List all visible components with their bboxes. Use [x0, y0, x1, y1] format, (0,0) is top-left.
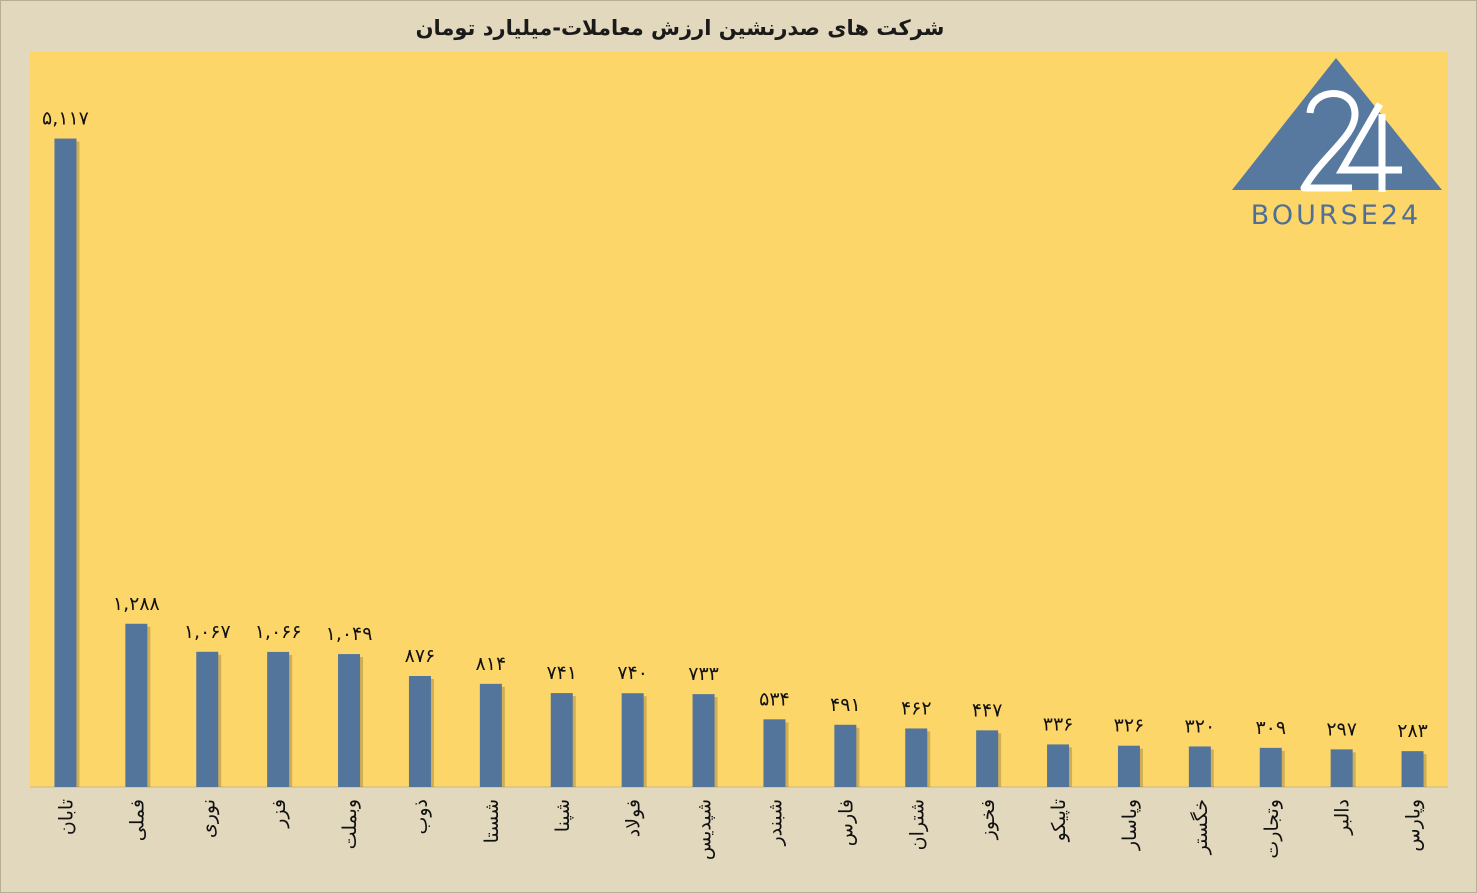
value-label-5: ۱,۰۴۹ [326, 623, 373, 645]
category-label-13: شتران [906, 799, 928, 850]
bar-4 [267, 651, 290, 787]
category-label-1: تابان [55, 799, 77, 835]
category-label-9: فولاد [623, 799, 645, 837]
bar-19 [1330, 749, 1353, 787]
bar-20 [1401, 751, 1424, 787]
bar-8 [550, 693, 573, 787]
value-label-8: ۷۴۱ [546, 662, 577, 684]
category-label-7: شستا [481, 799, 503, 843]
value-label-4: ۱,۰۶۶ [255, 621, 302, 643]
logo-text: BOURSE24 [1250, 200, 1422, 231]
bar-10 [692, 694, 715, 787]
bar-11 [763, 719, 786, 787]
value-label-13: ۴۶۲ [901, 697, 932, 719]
value-label-20: ۲۸۳ [1397, 720, 1428, 742]
category-label-6: ذوب [410, 799, 432, 835]
category-label-14: فخوز [977, 799, 999, 840]
value-label-16: ۳۲۶ [1114, 715, 1145, 737]
category-label-15: تاپیکو [1048, 799, 1070, 842]
category-label-4: فزر [268, 799, 290, 829]
bar-7 [479, 683, 502, 787]
category-label-19: دالبر [1332, 799, 1354, 836]
value-label-15: ۳۳۶ [1043, 713, 1074, 735]
value-label-19: ۲۹۷ [1326, 718, 1357, 740]
value-label-9: ۷۴۰ [617, 662, 648, 684]
bar-3 [196, 651, 219, 787]
category-label-20: وپارس [1403, 799, 1425, 852]
category-label-17: خگستر [1189, 799, 1212, 855]
category-label-2: فملی [126, 799, 148, 841]
bar-12 [834, 724, 857, 787]
category-label-8: شپنا [552, 799, 574, 832]
bar-1 [54, 138, 77, 787]
bar-16 [1117, 745, 1140, 787]
category-label-10: شپدیس [694, 799, 716, 860]
category-label-3: نوری [197, 799, 219, 838]
value-label-14: ۴۴۷ [972, 699, 1003, 721]
bar-18 [1259, 747, 1282, 787]
bourse24-logo-icon [1232, 58, 1442, 192]
value-label-3: ۱,۰۶۷ [184, 621, 231, 643]
value-label-17: ۳۲۰ [1185, 715, 1216, 737]
bar-14 [976, 730, 999, 787]
category-label-18: وتجارت [1261, 799, 1283, 859]
category-label-5: وبملت [339, 799, 361, 849]
value-label-18: ۳۰۹ [1255, 717, 1286, 739]
value-label-10: ۷۳۳ [688, 663, 719, 685]
category-label-12: فارس [835, 799, 857, 846]
value-label-2: ۱,۲۸۸ [113, 593, 160, 615]
bar-17 [1188, 746, 1211, 787]
plot-area [30, 52, 1448, 788]
value-label-1: ۵,۱۱۷ [42, 108, 89, 130]
value-label-7: ۸۱۴ [476, 653, 507, 675]
category-label-11: شبندر [764, 799, 786, 847]
value-label-11: ۵۳۴ [759, 688, 790, 710]
category-label-16: وپاسار [1119, 799, 1141, 851]
bar-5 [338, 654, 361, 787]
bar-6 [408, 675, 431, 787]
bar-13 [905, 728, 928, 787]
bar-9 [621, 693, 644, 787]
bar-2 [125, 623, 148, 787]
chart-title: شرکت های صدرنشین ارزش معاملات-میلیارد تو… [415, 16, 945, 40]
bar-15 [1047, 744, 1070, 787]
value-label-6: ۸۷۶ [405, 645, 436, 667]
value-label-12: ۴۹۱ [830, 694, 861, 716]
